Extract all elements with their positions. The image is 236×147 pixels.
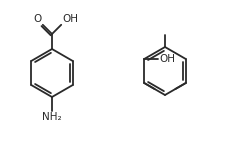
Text: OH: OH (62, 14, 78, 24)
Text: NH₂: NH₂ (42, 112, 62, 122)
Text: OH: OH (159, 54, 175, 64)
Text: O: O (34, 14, 42, 24)
